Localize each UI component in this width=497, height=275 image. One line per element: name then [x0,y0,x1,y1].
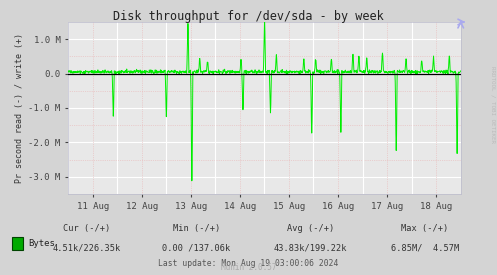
Text: Min (-/+): Min (-/+) [172,224,220,233]
Text: Last update: Mon Aug 19 03:00:06 2024: Last update: Mon Aug 19 03:00:06 2024 [159,259,338,268]
Text: Disk throughput for /dev/sda - by week: Disk throughput for /dev/sda - by week [113,10,384,23]
Text: 4.51k/226.35k: 4.51k/226.35k [53,243,121,252]
Text: Max (-/+): Max (-/+) [401,224,449,233]
Text: 43.83k/199.22k: 43.83k/199.22k [274,243,347,252]
Text: Bytes: Bytes [28,239,55,248]
Text: Munin 2.0.57: Munin 2.0.57 [221,263,276,272]
Text: Cur (-/+): Cur (-/+) [63,224,111,233]
Text: 0.00 /137.06k: 0.00 /137.06k [162,243,231,252]
Y-axis label: Pr second read (-) / write (+): Pr second read (-) / write (+) [15,33,24,183]
Text: Avg (-/+): Avg (-/+) [287,224,334,233]
Text: RRDTOOL / TOBI OETIKER: RRDTOOL / TOBI OETIKER [491,66,496,143]
Text: 6.85M/  4.57M: 6.85M/ 4.57M [391,243,459,252]
